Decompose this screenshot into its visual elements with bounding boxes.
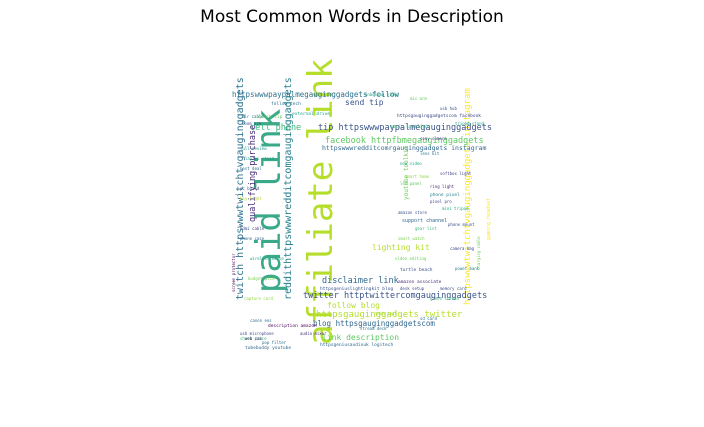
word-63: power bank xyxy=(455,266,480,271)
word-24: turtle beach xyxy=(400,267,433,273)
word-76: led panel xyxy=(400,181,422,186)
word-77: softbox light xyxy=(440,171,472,176)
word-21: support channel xyxy=(402,218,447,224)
word-66: memory card xyxy=(440,286,467,291)
word-57: mic arm xyxy=(410,96,427,101)
word-40: gaming headset xyxy=(486,198,492,240)
word-69: web cam xyxy=(245,336,262,341)
word-37: amazon store xyxy=(398,210,427,215)
word-51: gear list xyxy=(415,226,437,231)
word-55: audio mixer xyxy=(300,331,327,336)
word-19: blog httpsgauginggadgetscom xyxy=(313,319,435,328)
word-33: quick tip xyxy=(258,114,283,120)
word-27: httpsgeniuslightingkit blog xyxy=(320,286,393,292)
word-30: tubebuddy youtube xyxy=(245,345,291,351)
word-12: qualifying purchase xyxy=(248,125,258,222)
word-10: httpsgauginggadgets twitter xyxy=(316,310,463,320)
word-25: music spotlight xyxy=(390,124,431,130)
word-62: camera bag xyxy=(450,246,475,251)
word-4: httpswwwtwitchtvgauginggadgets instagram xyxy=(463,88,473,305)
word-32: httpsgeniusaudiouk logitech xyxy=(320,342,393,348)
word-42: smart home xyxy=(405,174,430,179)
word-2: paid link xyxy=(249,109,289,293)
word-9: twitter httptwittercomgauginggadgets xyxy=(303,291,487,301)
word-23: phone pixel xyxy=(430,192,460,198)
chart-title: Most Common Words in Description xyxy=(200,7,504,27)
word-29: follow tech xyxy=(271,101,301,107)
word-68: sd card xyxy=(420,316,437,321)
word-71: hdmi cable xyxy=(240,226,265,231)
word-47: wireless mouse xyxy=(250,256,284,261)
word-41: new video xyxy=(400,161,422,166)
word-64: screen protector xyxy=(231,253,236,292)
word-65: charging cable xyxy=(476,236,481,270)
word-5: twitch httpswwwtwitchtvgauginggadgets xyxy=(235,77,246,300)
word-45: best deal xyxy=(240,166,262,171)
word-80: smart watch xyxy=(398,236,425,241)
word-26: external drive xyxy=(292,111,330,117)
word-72: capture card xyxy=(244,296,273,301)
word-16: link description xyxy=(322,333,399,342)
word-58: usb hub xyxy=(440,106,457,111)
word-61: phone case xyxy=(240,236,265,241)
word-39: check price xyxy=(240,336,267,341)
word-18: httpswwwredditcomrgauginggadgets instagr… xyxy=(322,144,486,152)
word-70: laptop stand xyxy=(245,156,274,161)
word-20: youtube toolkit xyxy=(403,145,410,200)
word-44: full review xyxy=(240,146,267,151)
word-11: disclaimer link xyxy=(322,276,399,286)
word-73: pop filter xyxy=(262,340,287,345)
word-49: sony camera xyxy=(420,136,447,141)
word-34: pixel pro xyxy=(430,199,452,204)
word-28: httpsgauginggadgetscom facebook xyxy=(397,113,481,119)
word-52: desk setup xyxy=(400,286,425,291)
word-50: lens kit xyxy=(420,151,440,156)
word-7: tip httpswwwpaypalmegauginggadgets xyxy=(318,123,492,133)
word-38: usb microphone xyxy=(240,331,274,336)
word-48: budget pick xyxy=(248,276,275,281)
word-31: description amazon xyxy=(268,323,317,329)
word-78: mini tripod xyxy=(442,206,469,211)
word-3: reddithttpswwwredditcomgauginggadgets xyxy=(283,77,294,300)
word-8: facebook httpfbmegauginggadgets xyxy=(325,136,484,146)
word-56: unboxing video xyxy=(365,92,399,97)
word-46: pc build xyxy=(240,186,260,191)
word-53: tech deal xyxy=(375,311,397,316)
word-22: amazon associate xyxy=(398,279,442,285)
word-59: tripod stand xyxy=(455,121,484,126)
word-35: canon eos xyxy=(250,318,272,323)
word-79: phone mount xyxy=(448,222,475,227)
word-1: affiliate link xyxy=(301,58,341,345)
word-43: ring light xyxy=(430,184,455,189)
word-15: lighting kit xyxy=(372,243,430,252)
word-36: video editing xyxy=(395,256,427,261)
word-74: xlr cable xyxy=(242,114,264,119)
word-14: send tip xyxy=(345,98,384,107)
word-75: boom arm xyxy=(242,121,262,126)
word-67: green screen xyxy=(430,296,459,301)
word-17: follow blog xyxy=(327,301,380,310)
word-54: stream deck xyxy=(360,326,387,331)
word-60: key light xyxy=(240,196,262,201)
word-6: httpswwwpaypalmegauginggadgets follow xyxy=(232,90,400,99)
word-13: cell phone xyxy=(250,123,301,133)
